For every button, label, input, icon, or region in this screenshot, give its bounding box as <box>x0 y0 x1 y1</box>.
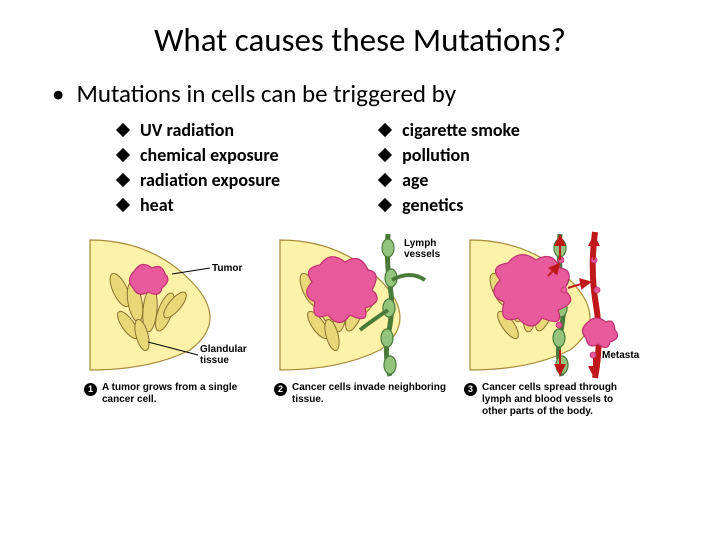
diamond-icon <box>116 173 130 187</box>
item-label: pollution <box>402 144 470 166</box>
list-item: pollution <box>380 144 520 166</box>
diagram-panel-1: Tumor Glandular tissue 1 A tumor grows f… <box>80 230 260 418</box>
list-item: age <box>380 169 520 191</box>
left-column: UV radiation chemical exposure radiation… <box>118 119 280 216</box>
list-item: UV radiation <box>118 119 280 141</box>
number-badge-3: 3 <box>464 383 477 396</box>
item-label: cigarette smoke <box>402 119 520 141</box>
item-label: UV radiation <box>140 119 234 141</box>
diamond-icon <box>378 123 392 137</box>
glandular-label: Glandular tissue <box>200 344 249 366</box>
tumor-label: Tumor <box>212 263 242 274</box>
metastasis-label: Metastasis <box>602 350 640 361</box>
list-item: chemical exposure <box>118 144 280 166</box>
number-badge-2: 2 <box>274 383 287 396</box>
panel-3-svg: Metastasis <box>460 230 640 380</box>
list-item: cigarette smoke <box>380 119 520 141</box>
diagram-panel-2: Lymph vessels 2 Cancer cells invade neig… <box>270 230 450 418</box>
panel-1-svg: Tumor Glandular tissue <box>80 230 260 380</box>
caption-text: Cancer cells invade neighboring tissue. <box>292 382 446 406</box>
caption-2: 2 Cancer cells invade neighboring tissue… <box>270 382 450 406</box>
list-item: genetics <box>380 194 520 216</box>
caption-1: 1 A tumor grows from a single cancer cel… <box>80 382 260 406</box>
number-badge-1: 1 <box>84 383 97 396</box>
item-label: chemical exposure <box>140 144 279 166</box>
lead-bullet: Mutations in cells can be triggered by <box>52 78 680 109</box>
cancer-diagram: Tumor Glandular tissue 1 A tumor grows f… <box>40 230 680 418</box>
item-label: genetics <box>402 194 463 216</box>
diamond-icon <box>378 173 392 187</box>
diamond-icon <box>116 123 130 137</box>
item-label: heat <box>140 194 174 216</box>
diamond-icon <box>116 148 130 162</box>
right-column: cigarette smoke pollution age genetics <box>380 119 520 216</box>
panel-2-svg: Lymph vessels <box>270 230 450 380</box>
diagram-panel-3: Metastasis 3 Cancer cells spread through… <box>460 230 640 418</box>
item-label: radiation exposure <box>140 169 280 191</box>
bullet-columns: UV radiation chemical exposure radiation… <box>118 119 680 216</box>
slide-title: What causes these Mutations? <box>40 20 680 60</box>
caption-text: Cancer cells spread through lymph and bl… <box>482 382 636 418</box>
diamond-icon <box>378 148 392 162</box>
item-label: age <box>402 169 428 191</box>
diamond-icon <box>116 198 130 212</box>
caption-3: 3 Cancer cells spread through lymph and … <box>460 382 640 418</box>
lymph-label: Lymph vessels <box>404 238 441 260</box>
caption-text: A tumor grows from a single cancer cell. <box>102 382 256 406</box>
diamond-icon <box>378 198 392 212</box>
list-item: radiation exposure <box>118 169 280 191</box>
list-item: heat <box>118 194 280 216</box>
